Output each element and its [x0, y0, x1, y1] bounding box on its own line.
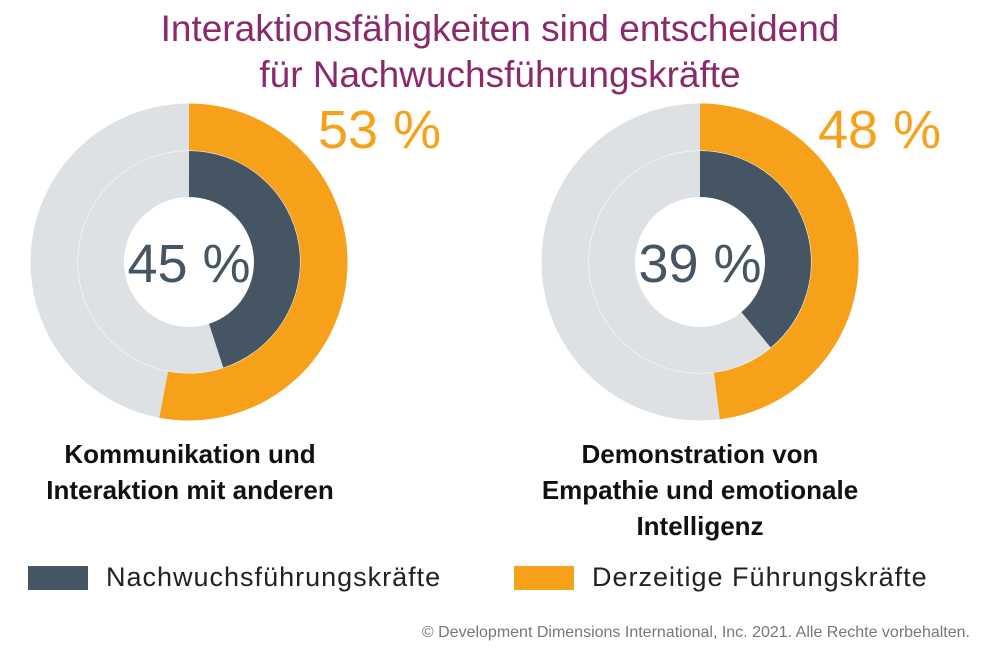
- legend-item-nachwuchs: Nachwuchsführungskräfte: [28, 562, 441, 593]
- legend-label-derzeitige: Derzeitige Führungskräfte: [592, 562, 928, 592]
- copyright-credit: © Development Dimensions International, …: [421, 624, 970, 641]
- caption-1-line-1: Kommunikation und: [64, 439, 316, 469]
- donut-2-inner-arc-nachwuchs: [699, 151, 811, 348]
- donut-2-outer-arc-derzeitige: [699, 103, 859, 420]
- chart-title-line-1: Interaktionsfähigkeiten sind entscheiden…: [160, 8, 840, 49]
- legend-item-derzeitige: Derzeitige Führungskräfte: [514, 562, 928, 593]
- legend-swatch-derzeitige: [514, 565, 574, 590]
- legend: Nachwuchsführungskräfte Derzeitige Führu…: [0, 562, 1000, 602]
- donut-2-center-label: 39 %: [638, 234, 761, 294]
- donut-2-outer-label: 48 %: [818, 100, 941, 160]
- donut-1-outer-arc-derzeitige: [159, 103, 348, 421]
- chart-title: Interaktionsfähigkeiten sind entscheiden…: [0, 6, 1000, 98]
- legend-swatch-nachwuchs: [28, 565, 88, 590]
- caption-1-line-2: Interaktion mit anderen: [46, 475, 334, 505]
- legend-label-nachwuchs: Nachwuchsführungskräfte: [106, 562, 442, 592]
- caption-1: Kommunikation und Interaktion mit andere…: [10, 436, 370, 508]
- caption-2: Demonstration von Empathie und emotional…: [500, 436, 900, 544]
- donut-1-inner-arc-nachwuchs: [188, 151, 300, 368]
- donut-1-outer-label: 53 %: [318, 100, 441, 160]
- caption-2-line-2: Empathie und emotionale: [541, 475, 859, 505]
- caption-2-line-3: Intelligenz: [636, 511, 764, 541]
- chart-title-line-2: für Nachwuchsführungskräfte: [259, 54, 741, 95]
- donut-1-center-label: 45 %: [127, 234, 250, 294]
- caption-2-line-1: Demonstration von: [581, 439, 819, 469]
